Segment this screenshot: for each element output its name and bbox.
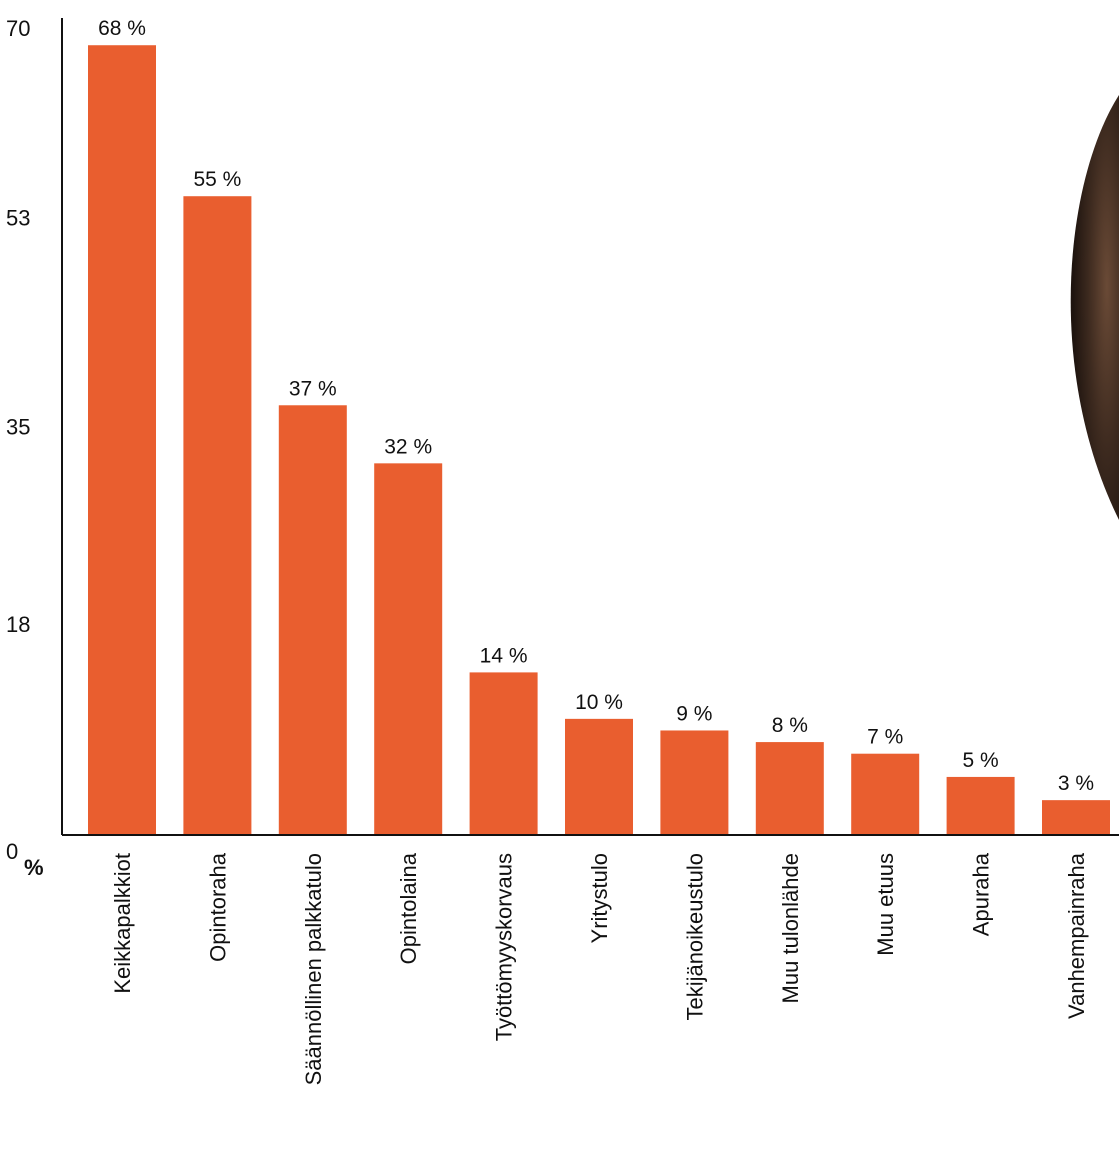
bar-1	[88, 45, 156, 835]
bar-3	[278, 405, 347, 835]
category-label-11: Vanhempainraha	[1064, 852, 1089, 1019]
bar-11	[1042, 800, 1110, 835]
data-label-6: 10 %	[575, 691, 623, 714]
y-axis-unit-label: %	[24, 855, 44, 880]
bar-2	[183, 196, 252, 835]
data-label-9: 7 %	[867, 726, 903, 749]
category-label-10: Apuraha	[969, 852, 994, 936]
data-label-3: 37 %	[289, 377, 337, 400]
data-label-4: 32 %	[384, 435, 432, 458]
bar-7	[660, 730, 729, 835]
data-label-2: 55 %	[193, 168, 241, 191]
category-label-1: Keikkapalkkiot	[110, 853, 135, 994]
category-label-3: Säännöllinen palkkatulo	[301, 853, 326, 1085]
category-label-2: Opintoraha	[205, 852, 230, 962]
y-tick-label: 0	[6, 839, 18, 864]
category-label-7: Tekijänoikeustulo	[682, 853, 707, 1021]
data-label-1: 68 %	[98, 17, 146, 40]
decorative-photo-edge	[1070, 95, 1119, 520]
data-label-11: 3 %	[1058, 772, 1094, 795]
category-label-9: Muu etuus	[873, 853, 898, 956]
y-tick-label: 18	[6, 612, 30, 637]
bar-10	[946, 776, 1015, 835]
bar-5	[469, 672, 538, 835]
bar-8	[755, 742, 824, 835]
bar-6	[565, 718, 633, 835]
y-tick-label: 35	[6, 415, 30, 440]
bar-4	[374, 463, 443, 835]
category-label-4: Opintolaina	[396, 852, 421, 964]
data-label-7: 9 %	[676, 702, 712, 725]
data-label-8: 8 %	[772, 714, 808, 737]
category-label-8: Muu tulonlähde	[778, 853, 803, 1003]
y-tick-label: 70	[6, 16, 30, 41]
data-label-5: 14 %	[480, 644, 528, 667]
category-label-6: Yritystulo	[587, 853, 612, 943]
y-tick-label: 53	[6, 205, 30, 230]
data-label-10: 5 %	[963, 749, 999, 772]
category-label-5: Työttömyyskorvaus	[492, 853, 517, 1041]
bar-9	[851, 753, 920, 835]
